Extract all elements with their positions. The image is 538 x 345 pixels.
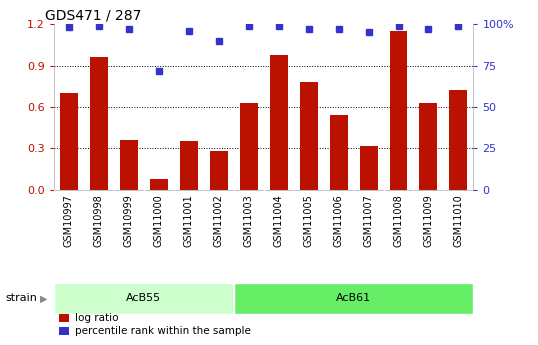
Bar bbox=[449, 90, 468, 190]
Text: GSM11008: GSM11008 bbox=[393, 195, 404, 247]
Bar bbox=[210, 151, 228, 190]
Text: GSM11006: GSM11006 bbox=[334, 195, 344, 247]
Bar bbox=[150, 179, 168, 190]
Bar bbox=[420, 103, 437, 190]
Bar bbox=[270, 55, 288, 190]
Text: GSM11002: GSM11002 bbox=[214, 195, 224, 247]
Bar bbox=[54, 283, 233, 314]
Bar bbox=[60, 93, 78, 190]
Text: GSM10997: GSM10997 bbox=[64, 195, 74, 247]
Text: GSM10999: GSM10999 bbox=[124, 195, 134, 247]
Text: GSM11007: GSM11007 bbox=[364, 195, 373, 247]
Bar bbox=[120, 140, 138, 190]
Text: GDS471 / 287: GDS471 / 287 bbox=[45, 9, 142, 23]
Bar bbox=[239, 103, 258, 190]
Text: AcB61: AcB61 bbox=[336, 294, 371, 303]
Bar bbox=[180, 141, 197, 190]
Bar bbox=[233, 283, 473, 314]
Text: GSM11009: GSM11009 bbox=[423, 195, 434, 247]
Text: GSM11001: GSM11001 bbox=[183, 195, 194, 247]
Bar bbox=[330, 115, 348, 190]
Text: GSM11004: GSM11004 bbox=[274, 195, 284, 247]
Bar bbox=[390, 31, 407, 190]
Text: GSM10998: GSM10998 bbox=[94, 195, 104, 247]
Bar bbox=[359, 146, 378, 190]
Text: AcB55: AcB55 bbox=[126, 294, 161, 303]
Text: strain: strain bbox=[5, 294, 37, 303]
Bar bbox=[300, 82, 317, 190]
Text: GSM11005: GSM11005 bbox=[303, 195, 314, 247]
Text: GSM11010: GSM11010 bbox=[454, 195, 463, 247]
Text: GSM11003: GSM11003 bbox=[244, 195, 253, 247]
Text: ▶: ▶ bbox=[40, 294, 48, 303]
Text: GSM11000: GSM11000 bbox=[154, 195, 164, 247]
Bar bbox=[90, 57, 108, 190]
Legend: log ratio, percentile rank within the sample: log ratio, percentile rank within the sa… bbox=[59, 313, 251, 336]
